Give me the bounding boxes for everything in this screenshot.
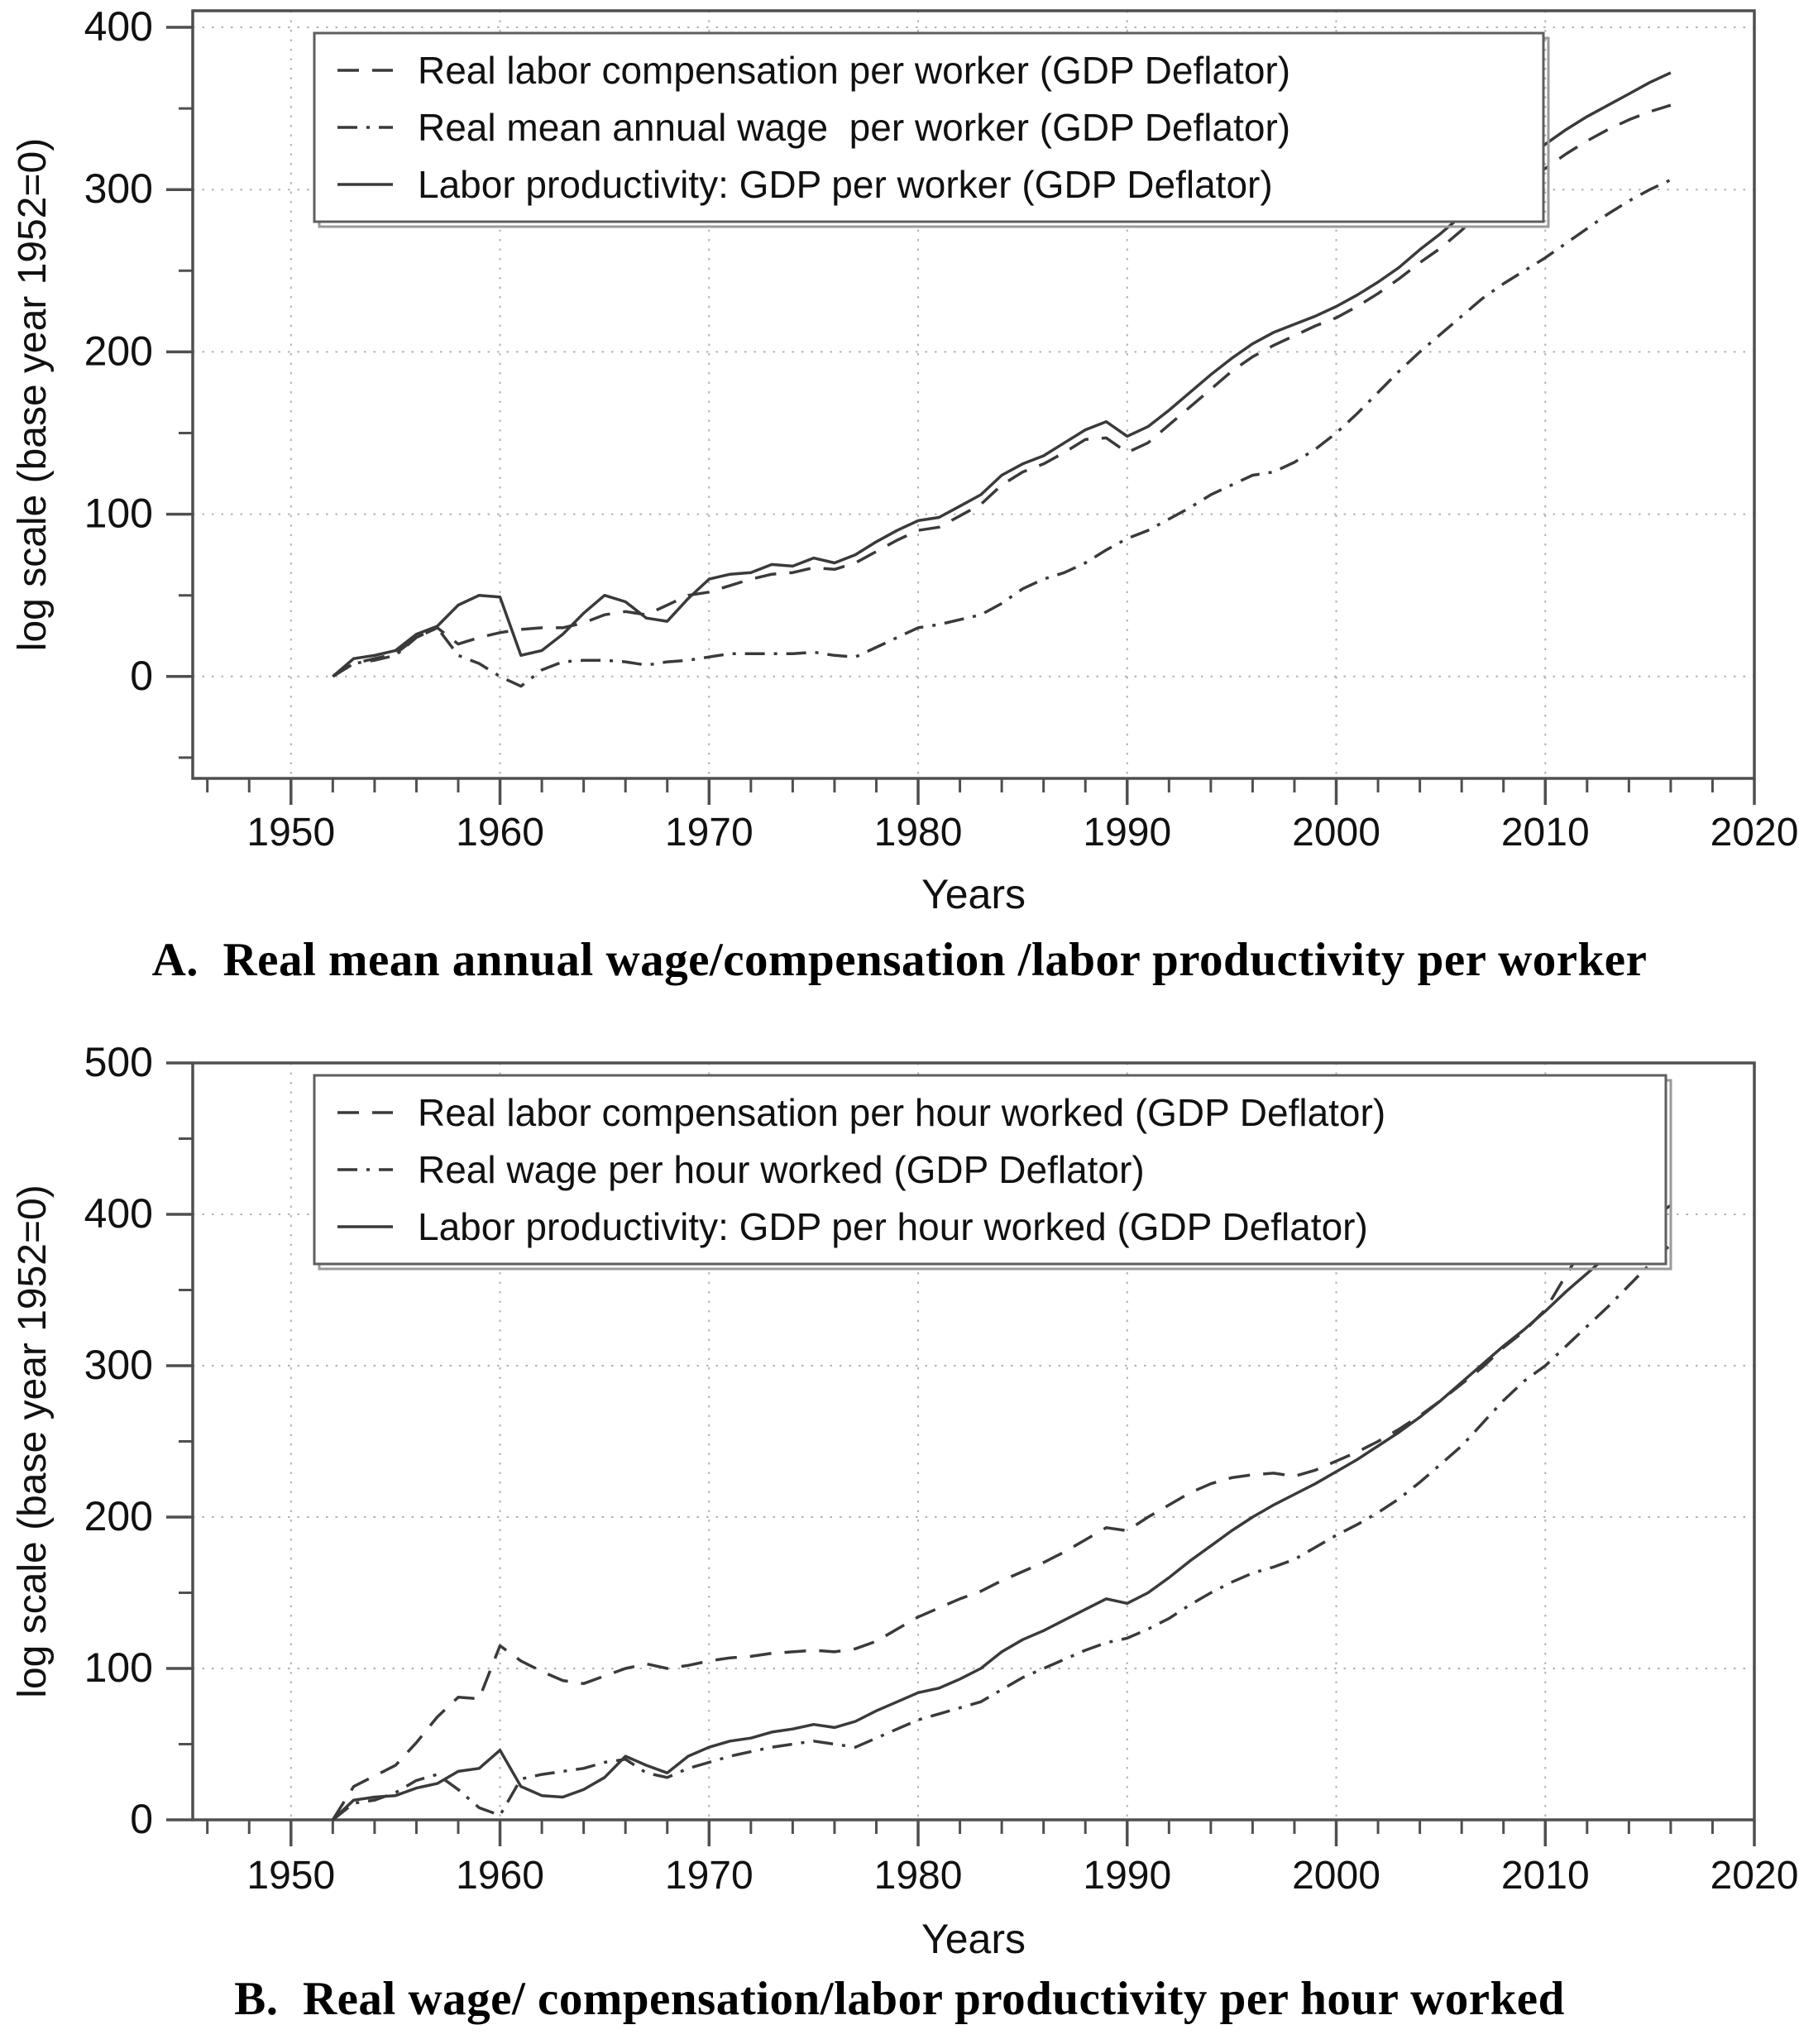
y-tick-label: 0 [130,1796,153,1842]
y-tick-label: 0 [130,653,153,699]
panel-b-caption: B. Real wage/ compensation/labor product… [234,1973,1565,2025]
x-tick-label: 1970 [665,1854,754,1898]
axis-box [191,9,1756,780]
x-tick-label: 1960 [456,1854,544,1898]
x-tick-label: 2000 [1292,1854,1380,1898]
x-axis-title: Years [921,1916,1026,1962]
x-axis-title: Years [921,871,1026,917]
legend-box [313,31,1545,223]
y-axis-title: log scale (base year 1952=0) [11,138,55,651]
x-tick-label: 1950 [246,1854,335,1898]
x-tick-label: 1990 [1083,811,1171,854]
y-tick-label: 200 [84,1493,153,1539]
y-tick-label: 300 [84,1342,153,1388]
legend-label: Labor productivity: GDP per hour worked … [418,1205,1368,1248]
y-tick-label: 500 [84,1039,153,1085]
x-tick-label: 2010 [1501,811,1590,854]
y-tick-label: 200 [84,328,153,374]
x-tick-label: 1950 [246,811,335,854]
legend-label: Real labor compensation per worker (GDP … [418,49,1290,92]
legend-label: Labor productivity: GDP per worker (GDP … [418,163,1273,206]
series-line-dash-dot [332,1243,1672,1821]
x-tick-label: 1980 [874,811,963,854]
legend-label: Real mean annual wage per worker (GDP De… [418,106,1290,149]
series-line-long-dash [331,1134,1672,1821]
legend-label: Real labor compensation per hour worked … [418,1091,1385,1134]
series-line-dash-dot [332,178,1672,688]
y-tick-label: 300 [84,165,153,212]
x-tick-label: 2010 [1501,1854,1590,1898]
x-tick-label: 2020 [1710,1854,1799,1898]
x-tick-label: 1960 [456,811,544,854]
y-tick-label: 400 [84,3,153,50]
y-axis-title: log scale (base year 1952=0) [11,1185,55,1697]
legend-label: Real wage per hour worked (GDP Deflator) [418,1148,1145,1191]
x-tick-label: 2000 [1292,811,1380,854]
x-tick-label: 1990 [1083,1854,1171,1898]
series-line-solid [332,1204,1672,1821]
x-tick-label: 2020 [1710,811,1799,854]
panel-a-chart: 1950 1960 1970 1980 1990 2000 2010 2020 0 100 200 3… [11,3,1799,917]
y-tick-label: 100 [84,1644,153,1691]
x-tick-label: 1970 [665,811,754,854]
x-tick-label: 1980 [874,1854,963,1898]
panel-b-chart: 1950 1960 1970 1980 1990 2000 2010 2020 0 100 200 3… [11,1039,1799,1962]
y-tick-label: 100 [84,491,153,537]
y-tick-label: 400 [84,1190,153,1237]
legend-box [313,1074,1667,1266]
panel-a-caption: A. Real mean annual wage/compensation /l… [151,934,1648,986]
